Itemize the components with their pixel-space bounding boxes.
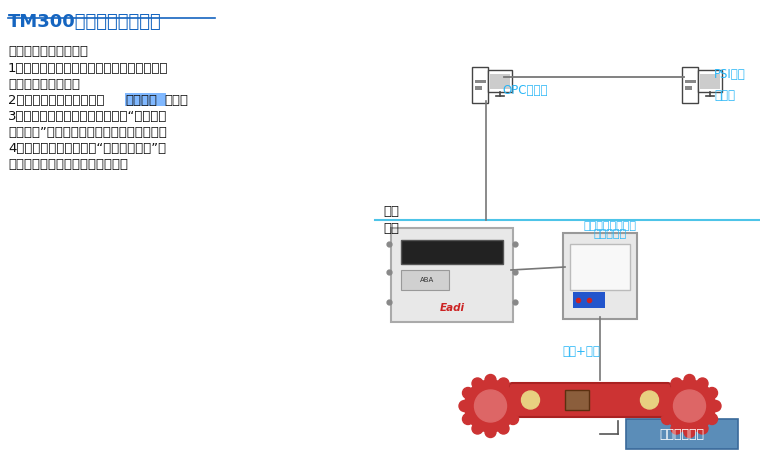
Circle shape (710, 400, 721, 411)
Circle shape (671, 423, 682, 434)
Text: OPC服务器: OPC服务器 (502, 84, 547, 96)
Text: 3、采煎机电控系统配套有专用的“采煎机远: 3、采煎机电控系统配套有专用的“采煎机远 (8, 110, 167, 123)
Circle shape (472, 378, 483, 389)
Text: 无线+有线: 无线+有线 (562, 345, 600, 358)
Text: 采煎机自动功能介绍：: 采煎机自动功能介绍： (8, 45, 88, 58)
FancyBboxPatch shape (682, 67, 698, 103)
Circle shape (707, 388, 717, 399)
FancyBboxPatch shape (563, 233, 637, 319)
Circle shape (663, 380, 715, 432)
Text: 记忆截割: 记忆截割 (125, 94, 157, 107)
Circle shape (508, 388, 518, 399)
FancyBboxPatch shape (698, 70, 722, 92)
Circle shape (521, 391, 540, 409)
Text: 地面: 地面 (383, 205, 399, 218)
Text: 井下: 井下 (383, 222, 399, 235)
FancyBboxPatch shape (508, 383, 672, 417)
FancyBboxPatch shape (685, 80, 695, 83)
Text: 采煎机远程操作筱: 采煎机远程操作筱 (584, 221, 637, 231)
Circle shape (707, 414, 717, 425)
FancyBboxPatch shape (125, 93, 166, 106)
FancyBboxPatch shape (474, 86, 483, 90)
Text: 2、采煎机电控系统内部有: 2、采煎机电控系统内部有 (8, 94, 104, 107)
Circle shape (671, 378, 682, 389)
Text: 程序；: 程序； (165, 94, 188, 107)
Circle shape (658, 400, 669, 411)
Text: 控制台位置: 控制台位置 (594, 229, 626, 239)
Circle shape (684, 374, 695, 386)
FancyBboxPatch shape (488, 70, 512, 92)
Text: 气接口，配合自动拖缆装置工作。: 气接口，配合自动拖缆装置工作。 (8, 158, 128, 171)
Text: 1、采煎机利用有线加无线的方式进行数上传: 1、采煎机利用有线加无线的方式进行数上传 (8, 62, 169, 75)
FancyBboxPatch shape (570, 244, 630, 290)
Circle shape (459, 400, 470, 411)
Circle shape (697, 423, 708, 434)
Circle shape (463, 414, 473, 425)
Text: PSI系统: PSI系统 (714, 68, 746, 81)
FancyBboxPatch shape (685, 86, 692, 90)
Circle shape (463, 388, 473, 399)
Circle shape (485, 374, 496, 386)
Circle shape (511, 400, 522, 411)
Circle shape (464, 380, 517, 432)
Circle shape (498, 423, 509, 434)
Circle shape (474, 390, 506, 422)
FancyBboxPatch shape (490, 74, 510, 89)
Circle shape (684, 427, 695, 437)
FancyBboxPatch shape (573, 292, 605, 308)
FancyBboxPatch shape (401, 240, 503, 264)
Text: 4、采煎机电控系统预留“自动拖揽装置”电: 4、采煎机电控系统预留“自动拖揽装置”电 (8, 142, 166, 155)
Text: （大唐解决方案）；: （大唐解决方案）； (8, 78, 80, 91)
Text: TM300煎机电控系统方案: TM300煎机电控系统方案 (8, 13, 162, 31)
FancyBboxPatch shape (626, 419, 738, 449)
FancyBboxPatch shape (474, 80, 486, 83)
FancyBboxPatch shape (391, 228, 513, 322)
FancyBboxPatch shape (565, 390, 589, 410)
Circle shape (508, 414, 518, 425)
Text: 自动拖揽装置: 自动拖揽装置 (660, 428, 705, 440)
FancyBboxPatch shape (473, 67, 488, 103)
Circle shape (472, 423, 483, 434)
Text: ABA: ABA (420, 277, 434, 283)
Circle shape (661, 414, 673, 425)
Text: 或其他: 或其他 (714, 89, 735, 102)
Circle shape (673, 390, 705, 422)
Text: Eadi: Eadi (439, 303, 464, 313)
FancyBboxPatch shape (700, 74, 720, 89)
Circle shape (641, 391, 658, 409)
Circle shape (485, 427, 496, 437)
FancyBboxPatch shape (401, 270, 449, 290)
Text: 程操作筱”可以利用摄像头远程操作采煎机；: 程操作筱”可以利用摄像头远程操作采煎机； (8, 126, 167, 139)
Circle shape (697, 378, 708, 389)
Circle shape (661, 388, 673, 399)
Circle shape (498, 378, 509, 389)
